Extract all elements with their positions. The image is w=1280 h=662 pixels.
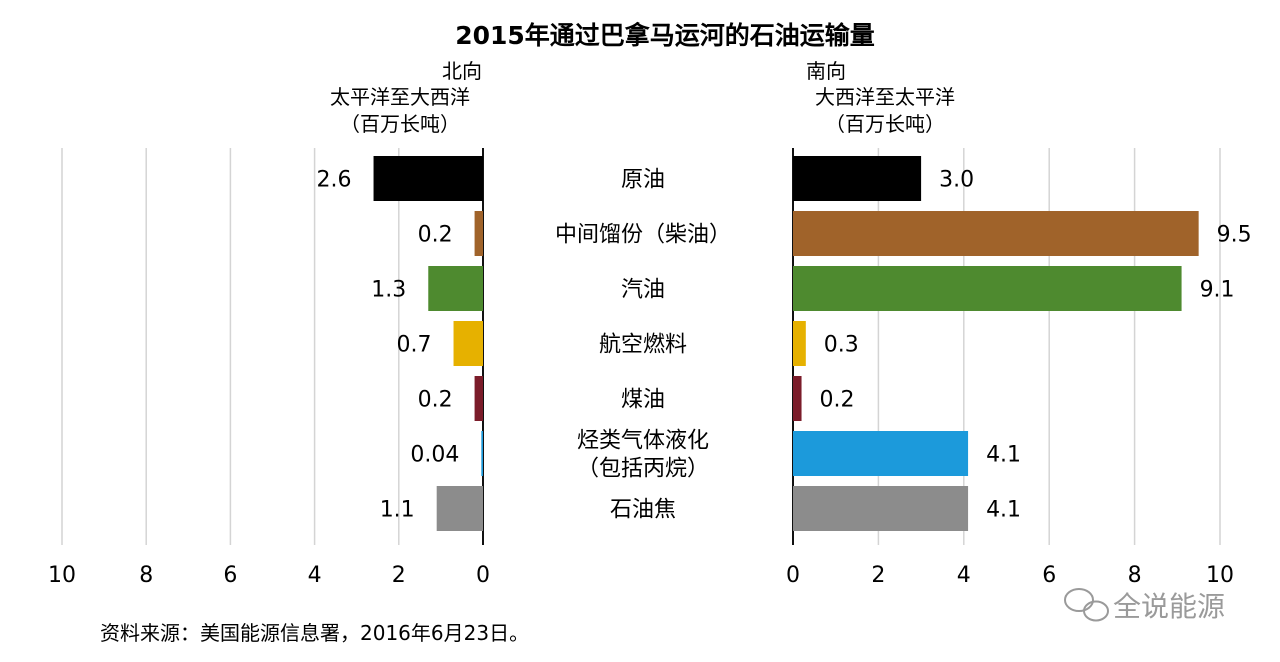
- category-label: 烃类气体液化（包括丙烷）: [577, 429, 709, 482]
- tick-labels: 10 8 6 4 2 0 0 2 4 6 8 10: [48, 563, 1234, 588]
- category-label: 原油: [621, 168, 665, 193]
- tick-label: 2: [871, 563, 885, 588]
- value-label: 4.1: [986, 498, 1021, 523]
- panel-header-line: （百万长吨）: [825, 112, 945, 136]
- value-label: 3.0: [939, 168, 974, 193]
- category-label: 石油焦: [610, 498, 676, 523]
- bar: [474, 211, 483, 256]
- bars: [373, 156, 1199, 531]
- bar: [373, 156, 483, 201]
- value-label: 4.1: [986, 443, 1021, 468]
- source-note: 资料来源：美国能源信息署，2016年6月23日。: [100, 621, 529, 645]
- bar: [428, 266, 483, 311]
- tick-label: 10: [48, 563, 76, 588]
- bar: [793, 156, 922, 201]
- value-label: 9.1: [1200, 278, 1235, 303]
- tick-label: 8: [139, 563, 153, 588]
- value-label: 1.3: [371, 278, 406, 303]
- value-label: 0.2: [418, 223, 453, 248]
- category-label: 航空燃料: [599, 333, 687, 358]
- value-label: 0.2: [418, 388, 453, 413]
- brand-text: 全说能源: [1113, 590, 1225, 623]
- bar: [453, 321, 483, 366]
- bar: [793, 486, 969, 531]
- panel-header-line: 太平洋至大西洋: [330, 85, 470, 109]
- bar: [793, 321, 806, 366]
- value-label: 1.1: [380, 498, 415, 523]
- value-labels: 2.6 0.2 1.3 0.7 0.2 0.04 1.1 3.0 9.5 9.1 0.3 0.2 4.1…: [317, 168, 1252, 523]
- tick-label: 8: [1128, 563, 1142, 588]
- panel-header-line: 北向: [442, 59, 482, 83]
- tick-label: 6: [223, 563, 237, 588]
- tick-label: 0: [786, 563, 800, 588]
- panel-header-line: 南向: [806, 59, 846, 83]
- bar: [793, 211, 1199, 256]
- bar: [481, 431, 483, 476]
- panel-header-line: （百万长吨）: [340, 112, 460, 136]
- value-label: 0.04: [410, 443, 459, 468]
- tick-label: 6: [1042, 563, 1056, 588]
- tick-label: 0: [476, 563, 490, 588]
- value-label: 0.3: [824, 333, 859, 358]
- value-label: 9.5: [1217, 223, 1252, 248]
- tick-label: 10: [1206, 563, 1234, 588]
- tick-label: 2: [392, 563, 406, 588]
- bar: [793, 266, 1182, 311]
- category-label: 中间馏份（柴油）: [555, 223, 731, 248]
- chart-title: 2015年通过巴拿马运河的石油运输量: [455, 21, 875, 50]
- category-label: 煤油: [621, 388, 665, 413]
- tick-label: 4: [308, 563, 322, 588]
- tick-label: 4: [957, 563, 971, 588]
- wechat-icon: [1064, 588, 1109, 622]
- bar: [793, 376, 802, 421]
- value-label: 2.6: [317, 168, 352, 193]
- brand-watermark: 全说能源: [1064, 588, 1225, 623]
- bar: [436, 486, 483, 531]
- bar: [474, 376, 483, 421]
- value-label: 0.2: [820, 388, 855, 413]
- value-label: 0.7: [397, 333, 432, 358]
- panel-header-line: 大西洋至太平洋: [815, 85, 955, 109]
- bar: [793, 431, 969, 476]
- category-label: 汽油: [621, 278, 665, 303]
